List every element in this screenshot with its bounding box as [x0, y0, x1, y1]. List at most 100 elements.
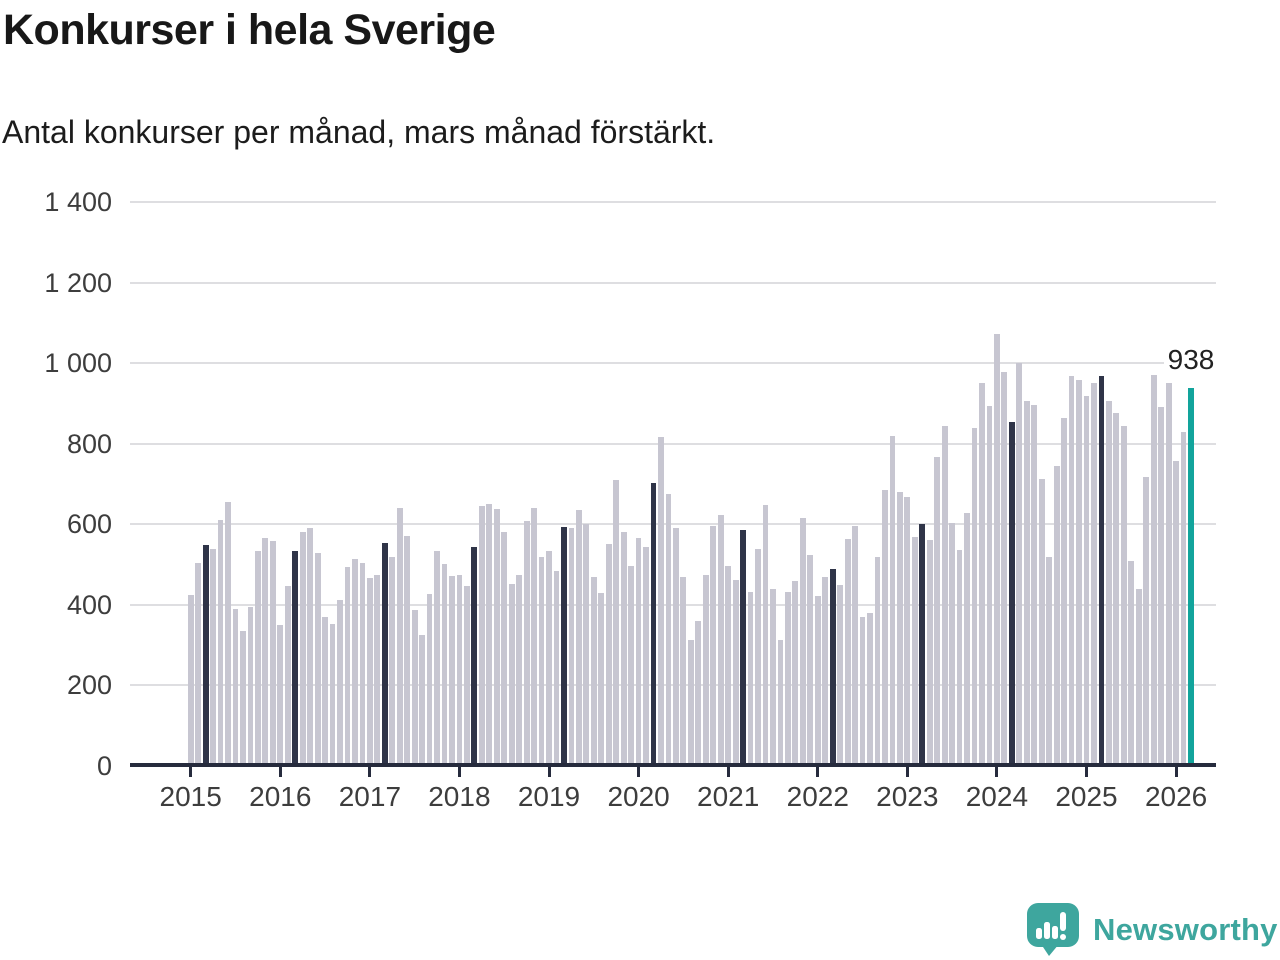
bar-2024-09	[1053, 465, 1060, 766]
bar-2024-07	[1038, 479, 1045, 766]
bar-2023-08	[956, 549, 963, 766]
bar-2018-11	[531, 507, 537, 766]
x-year-label: 2019	[517, 781, 581, 812]
x-year-label: 2023	[876, 781, 939, 812]
bar-2018-09	[516, 575, 523, 766]
bar-2025-11	[1158, 406, 1165, 766]
bar-2019-06	[583, 523, 590, 766]
bar-2018-05	[486, 504, 493, 766]
bar-2025-04	[1105, 400, 1112, 766]
bar-2020-02	[643, 547, 649, 766]
x-axis-tick	[1174, 767, 1178, 777]
bar-2018-08	[508, 583, 515, 766]
bar-2015-08	[240, 631, 246, 766]
bar-2020-04	[658, 436, 664, 766]
bar-2023-04	[926, 539, 933, 766]
x-axis-tick	[637, 767, 641, 777]
bar-2021-08	[777, 639, 784, 766]
bar-2022-11	[889, 435, 896, 766]
bar-2016-11	[352, 558, 358, 766]
bar-2015-07	[232, 608, 239, 766]
bar-2025-09	[1143, 476, 1150, 766]
bar-2023-05	[934, 456, 941, 766]
bar-2016-01	[277, 625, 284, 766]
newsworthy-brand[interactable]: Newsworthy	[1026, 903, 1278, 956]
x-axis-tick	[457, 767, 461, 777]
bar-2024-10	[1061, 418, 1067, 766]
chart-title: Konkurser i hela Sverige	[3, 6, 496, 54]
bar-2021-10	[792, 580, 799, 766]
bar-2015-02	[195, 562, 202, 766]
bar-2022-08	[867, 612, 873, 766]
bar-2017-02	[374, 574, 381, 766]
grid-line	[130, 201, 1216, 203]
bar-2023-10	[971, 427, 978, 766]
bar-2021-06	[762, 504, 769, 766]
x-axis-line	[130, 763, 1216, 767]
bar-2019-11	[620, 531, 627, 766]
bar-2017-11	[441, 564, 448, 766]
bar-2024-03	[1008, 422, 1015, 766]
x-axis-tick	[816, 767, 820, 777]
bar-2016-06	[314, 553, 321, 766]
bar-2025-02	[1091, 383, 1097, 766]
bar-2018-10	[523, 520, 530, 766]
y-axis-label: 0	[96, 751, 112, 781]
bar-2023-09	[964, 513, 970, 766]
x-year-label: 2025	[1055, 781, 1118, 812]
bar-2015-09	[247, 606, 254, 766]
bar-2025-06	[1120, 425, 1127, 766]
bar-2017-05	[396, 508, 403, 766]
x-year-label: 2020	[607, 781, 670, 812]
newsworthy-logo-icon	[1027, 903, 1079, 956]
bar-2022-12	[896, 492, 903, 766]
grid-line	[130, 281, 1216, 284]
bar-2021-03	[740, 529, 746, 766]
bar-2016-02	[284, 585, 291, 766]
grid-line	[130, 684, 1216, 687]
bar-2021-04	[747, 592, 754, 766]
x-year-label: 2026	[1144, 781, 1208, 812]
bar-2015-03	[202, 545, 209, 766]
grid-line	[130, 603, 1216, 606]
bar-2015-06	[225, 502, 231, 766]
x-year-label: 2017	[338, 781, 402, 812]
bar-2016-09	[337, 600, 343, 766]
bar-2023-01	[904, 496, 911, 766]
bar-2025-10	[1150, 375, 1157, 766]
bar-2015-05	[217, 520, 224, 766]
bar-2024-12	[1076, 380, 1082, 766]
bar-2020-06	[673, 527, 679, 766]
bar-2017-07	[411, 610, 418, 766]
bar-2015-11	[262, 538, 269, 766]
bar-2018-02	[464, 586, 470, 766]
x-axis-tick	[905, 767, 909, 777]
x-year-label: 2022	[786, 781, 849, 812]
bar-2016-04	[299, 532, 306, 766]
bar-2022-04	[837, 584, 844, 766]
x-axis-tick	[726, 767, 730, 777]
bar-2024-04	[1016, 363, 1023, 766]
bar-2016-12	[359, 563, 366, 766]
bar-2026-03	[1188, 388, 1194, 766]
bar-2021-09	[785, 592, 791, 766]
bar-2020-09	[695, 621, 702, 766]
bar-2023-12	[986, 405, 993, 766]
bar-2025-03	[1098, 376, 1105, 766]
grid-line	[130, 442, 1216, 445]
x-axis-tick	[547, 767, 551, 777]
bar-2019-05	[575, 510, 582, 766]
y-axis-label: 600	[66, 509, 112, 540]
bar-2021-02	[732, 579, 739, 766]
bar-2022-09	[874, 556, 881, 766]
bar-2019-09	[605, 544, 612, 766]
bar-2019-01	[546, 551, 552, 766]
bar-2024-11	[1068, 376, 1075, 766]
bar-2015-04	[210, 548, 216, 766]
x-year-label: 2018	[428, 781, 491, 812]
bar-2017-10	[434, 551, 440, 766]
bar-2022-01	[814, 596, 821, 766]
bar-2019-10	[613, 480, 620, 766]
bar-2022-07	[859, 616, 866, 766]
